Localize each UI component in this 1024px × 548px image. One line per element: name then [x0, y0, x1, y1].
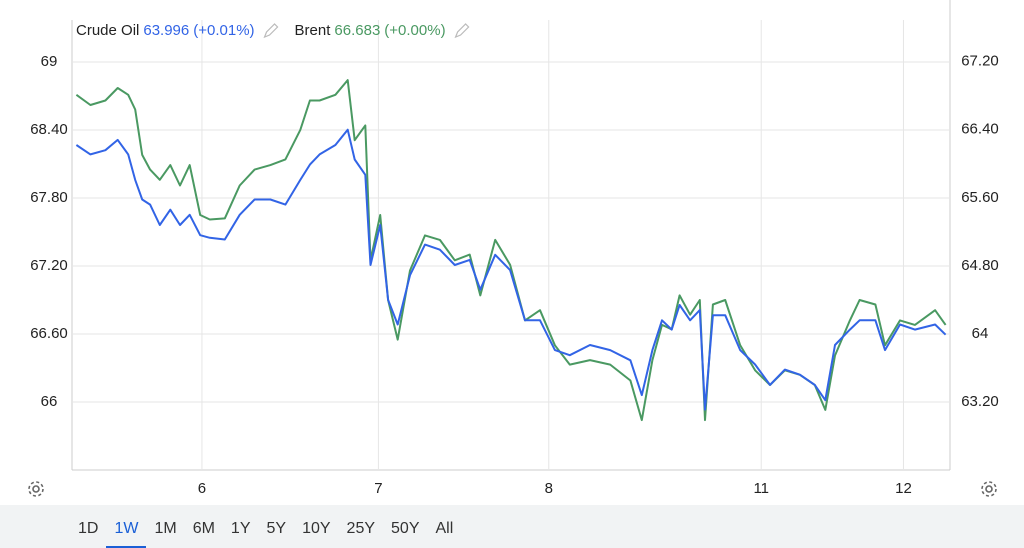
settings-icon[interactable] [981, 481, 997, 497]
y-tick-label: 69 [41, 53, 58, 70]
range-button[interactable]: 50Y [391, 520, 420, 537]
x-tick-label: 7 [374, 480, 382, 497]
legend-name: Brent [295, 22, 332, 39]
y2-tick-label: 65.60 [961, 189, 999, 206]
y2-tick-label: 67.20 [961, 53, 999, 70]
legend-change: (+0.00%) [384, 22, 445, 39]
range-button[interactable]: 1Y [230, 520, 251, 537]
legend-value: 66.683 [334, 22, 380, 39]
x-tick-label: 11 [753, 480, 769, 497]
settings-icon[interactable] [28, 481, 44, 497]
edit-icon[interactable] [263, 23, 279, 39]
series-line [75, 128, 947, 411]
range-button[interactable]: 6M [192, 520, 215, 537]
range-button[interactable]: 5Y [266, 520, 287, 537]
range-bar: 1D 1W 1M 6M 1Y 5Y 10Y 25Y 50Y All [0, 505, 1024, 548]
legend-item: Crude Oil 63.996 (+0.01%) [76, 22, 279, 39]
y-tick-label: 68.40 [30, 121, 68, 138]
legend-item: Brent 66.683 (+0.00%) [295, 22, 470, 39]
range-button[interactable]: All [435, 520, 454, 537]
x-tick-label: 8 [545, 480, 553, 497]
range-button[interactable]: 10Y [302, 520, 331, 537]
range-button[interactable]: 1D [78, 520, 99, 537]
x-tick-label: 12 [895, 480, 912, 497]
y-tick-label: 67.20 [30, 257, 68, 274]
range-button[interactable]: 25Y [346, 520, 376, 537]
y-tick-label: 66 [41, 393, 58, 410]
y2-tick-label: 64.80 [961, 257, 999, 274]
edit-icon[interactable] [454, 23, 470, 39]
legend-value: 63.996 [143, 22, 189, 39]
x-tick-label: 6 [198, 480, 206, 497]
y2-tick-label: 64 [972, 325, 989, 342]
series-line [75, 79, 947, 422]
legend-change: (+0.01%) [193, 22, 254, 39]
y2-tick-label: 66.40 [961, 121, 999, 138]
y2-tick-label: 63.20 [961, 393, 999, 410]
y-tick-label: 66.60 [30, 325, 68, 342]
legend-name: Crude Oil [76, 22, 139, 39]
range-button[interactable]: 1W [106, 505, 147, 548]
y-tick-label: 67.80 [30, 189, 68, 206]
range-button[interactable]: 1M [154, 520, 177, 537]
chart: 66 66.60 67.20 67.80 68.40 69 63.20 64 64.80 65.6… [28, 0, 999, 497]
